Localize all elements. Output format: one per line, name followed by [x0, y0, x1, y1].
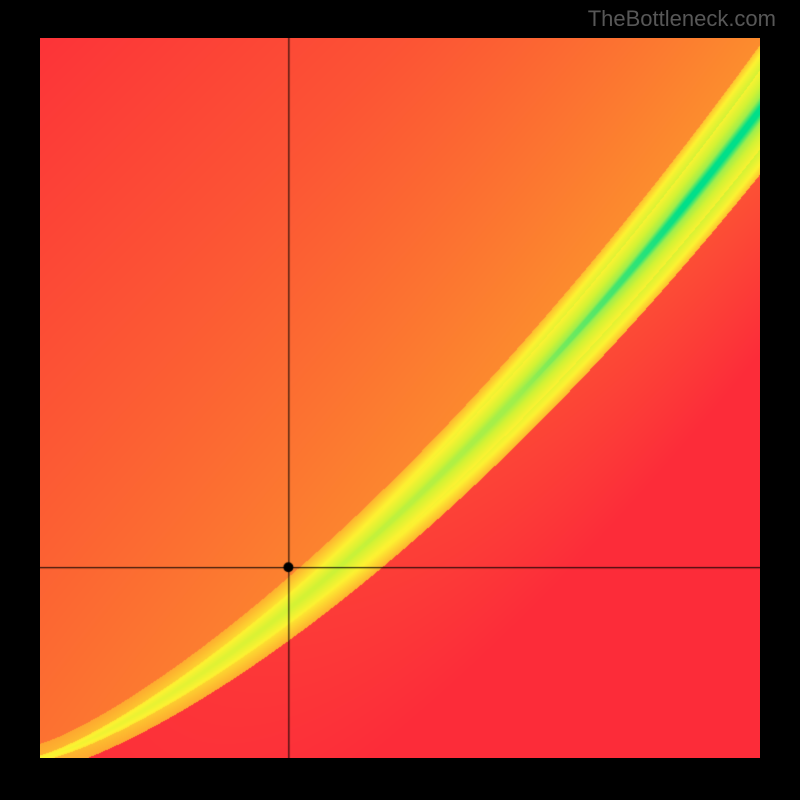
plot-area — [40, 38, 760, 758]
chart-container: TheBottleneck.com — [0, 0, 800, 800]
watermark-text: TheBottleneck.com — [588, 6, 776, 32]
heatmap-canvas — [40, 38, 760, 758]
